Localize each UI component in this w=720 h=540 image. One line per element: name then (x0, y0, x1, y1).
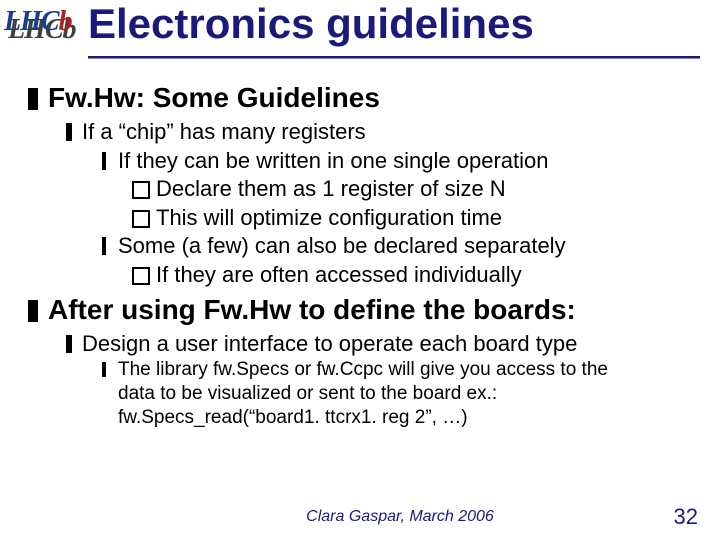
slide-title: Electronics guidelines (88, 0, 534, 48)
bullet-item: This will optimize configuration time (28, 204, 700, 233)
page-number: 32 (674, 504, 698, 530)
bullet-continuation: fw.Specs_read(“board1. ttcrx1. reg 2”, …… (28, 406, 700, 430)
bullet-item: If they are often accessed individually (28, 261, 700, 290)
bullet-item: If a “chip” has many registers (28, 118, 700, 147)
bullet-item: If they can be written in one single ope… (28, 147, 700, 176)
section-heading: After using Fw.Hw to define the boards: (28, 294, 700, 326)
bullet-item: Design a user interface to operate each … (28, 330, 700, 359)
title-rule (88, 56, 700, 59)
bullet-item: Declare them as 1 register of size N (28, 175, 700, 204)
section-heading: Fw.Hw: Some Guidelines (28, 82, 700, 114)
bullet-item: Some (a few) can also be declared separa… (28, 232, 700, 261)
bullet-item: The library fw.Specs or fw.Ccpc will giv… (28, 358, 700, 382)
footer-author: Clara Gaspar, March 2006 (0, 508, 720, 526)
slide: LHCb LHCb Electronics guidelines Fw.Hw: … (0, 0, 720, 540)
logo-text: LHCb (4, 6, 72, 38)
bullet-continuation: data to be visualized or sent to the boa… (28, 382, 700, 406)
lhcb-logo: LHCb LHCb (4, 6, 76, 48)
slide-content: Fw.Hw: Some Guidelines If a “chip” has m… (28, 78, 700, 429)
